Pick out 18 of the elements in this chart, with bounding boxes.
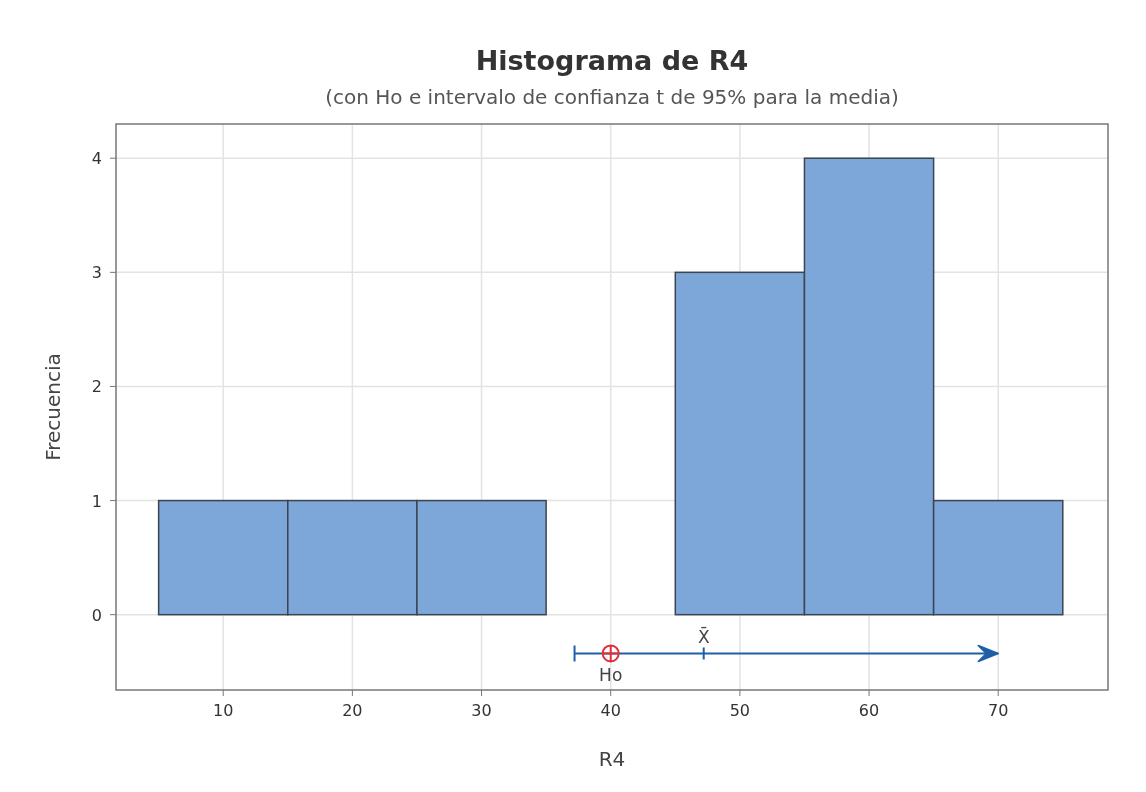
annotation: Ho (599, 665, 623, 686)
x-tick-label: 20 (342, 701, 363, 720)
x-tick-label: 60 (858, 701, 880, 720)
x-axis-title: R4 (598, 747, 626, 771)
chart-title: Histograma de R4 (475, 45, 749, 76)
y-tick-label: 4 (91, 149, 102, 169)
x-tick-label: 70 (988, 701, 1009, 720)
y-tick-label: 2 (91, 377, 102, 397)
annotation: X̄ (697, 626, 710, 648)
chart-subtitle: (con Ho e intervalo de confianza t de 95% para la media) (325, 85, 899, 109)
x-tick-label: 40 (600, 701, 621, 720)
y-tick-label: 3 (91, 263, 102, 283)
x-tick-label: 10 (213, 701, 234, 720)
y-tick-label: 1 (91, 491, 102, 511)
y-tick-label: 0 (91, 605, 102, 625)
x-tick-label: 30 (471, 701, 492, 720)
x-tick-label: 50 (729, 701, 751, 720)
y-axis-title: Frecuencia (41, 353, 65, 461)
